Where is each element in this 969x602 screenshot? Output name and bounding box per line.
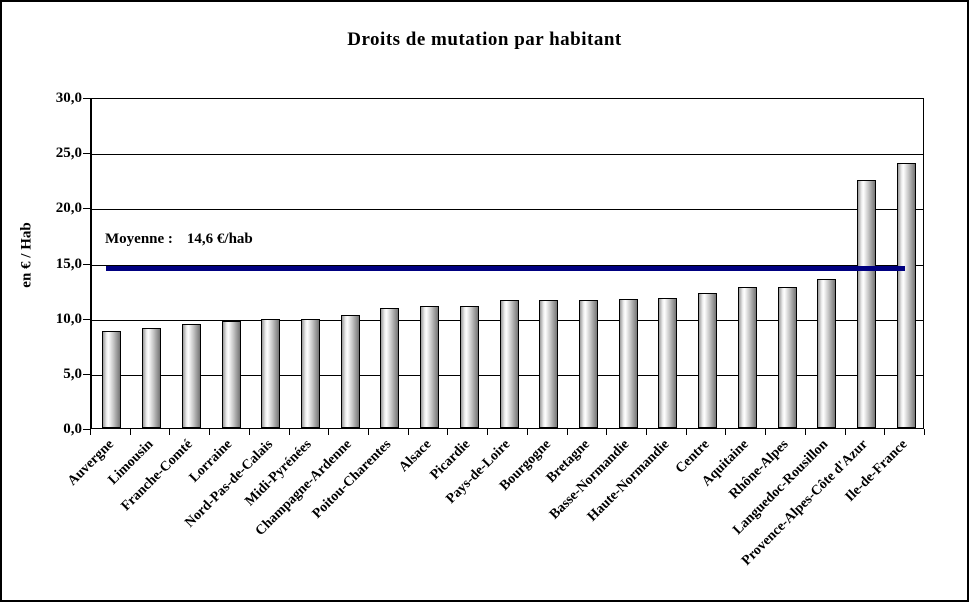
y-axis-label: 25,0 [55, 145, 82, 161]
bar [102, 331, 121, 428]
x-axis-tick [725, 429, 726, 435]
x-axis-tick [567, 429, 568, 435]
x-axis-tick [884, 429, 885, 435]
x-axis-tick [527, 429, 528, 435]
y-axis-label: 15,0 [55, 256, 82, 272]
y-axis-label: 0,0 [63, 421, 82, 437]
x-axis-tick [606, 429, 607, 435]
x-axis-tick [169, 429, 170, 435]
x-axis-tick [249, 429, 250, 435]
x-axis-tick [209, 429, 210, 435]
y-axis-tick [83, 319, 90, 320]
bar [698, 293, 717, 428]
bar [142, 328, 161, 428]
y-axis-label: 20,0 [55, 200, 82, 216]
x-axis-tick [90, 429, 91, 435]
bar [738, 287, 757, 428]
y-axis-label: 10,0 [55, 311, 82, 327]
x-axis-tick [408, 429, 409, 435]
bar [658, 298, 677, 428]
bar [817, 279, 836, 428]
y-axis-tick [83, 374, 90, 375]
average-label-prefix: Moyenne : [105, 231, 173, 247]
y-axis-label: 5,0 [63, 366, 82, 382]
x-axis-tick [447, 429, 448, 435]
bar [500, 300, 519, 428]
x-axis-tick [765, 429, 766, 435]
y-axis-tick [83, 153, 90, 154]
average-line-label: Moyenne : 14,6 €/hab [105, 231, 253, 248]
gridline [92, 154, 923, 155]
x-axis-tick [130, 429, 131, 435]
gridline [92, 265, 923, 266]
chart-title: Droits de mutation par habitant [347, 29, 622, 50]
bar [778, 287, 797, 428]
bar [460, 306, 479, 428]
average-label-value: 14,6 €/hab [186, 231, 253, 247]
bar [619, 299, 638, 428]
x-axis-tick [646, 429, 647, 435]
bar [301, 319, 320, 428]
bar [222, 321, 241, 428]
bar [897, 163, 916, 428]
x-axis-tick [368, 429, 369, 435]
y-axis-label: 30,0 [55, 90, 82, 106]
y-axis-tick [83, 208, 90, 209]
x-axis-tick [328, 429, 329, 435]
average-line [106, 266, 905, 271]
y-axis-tick [83, 264, 90, 265]
gridline [92, 209, 923, 210]
plot-area [90, 98, 924, 429]
bar [579, 300, 598, 428]
x-axis-tick [924, 429, 925, 435]
y-axis-tick [83, 429, 90, 430]
x-axis-tick [805, 429, 806, 435]
bar [539, 300, 558, 428]
x-axis-label: Franche-Comté [118, 437, 196, 515]
x-axis-tick [289, 429, 290, 435]
bar [182, 324, 201, 428]
bar [857, 180, 876, 428]
x-axis-tick [845, 429, 846, 435]
x-axis-tick [686, 429, 687, 435]
bar [261, 319, 280, 428]
y-axis-tick [83, 98, 90, 99]
bar [341, 315, 360, 428]
x-axis-tick [487, 429, 488, 435]
bar [420, 306, 439, 428]
bar [380, 308, 399, 428]
